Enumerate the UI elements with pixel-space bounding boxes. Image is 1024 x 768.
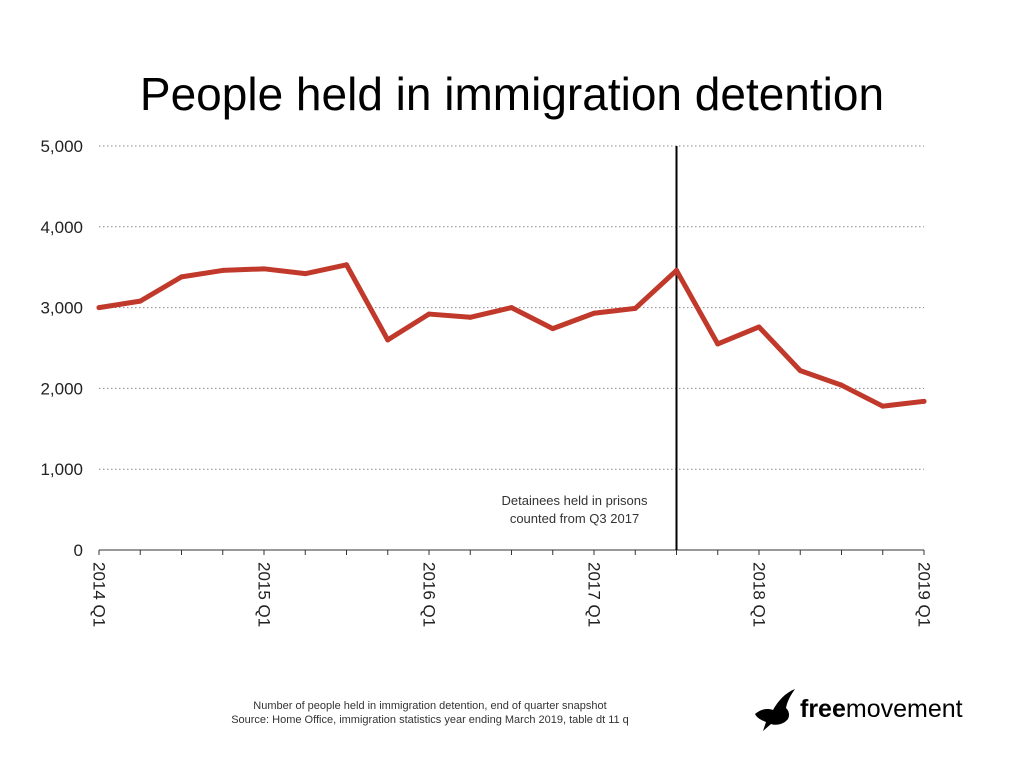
data-point <box>96 305 102 311</box>
data-point <box>674 267 679 273</box>
data-point <box>797 368 803 374</box>
data-point <box>426 311 432 317</box>
x-tick-label: 2017 Q1 <box>585 562 604 627</box>
footer-caption: Number of people held in immigration det… <box>253 700 607 712</box>
y-tick-label: 2,000 <box>40 379 83 398</box>
annotation-text: counted from Q3 2017 <box>510 511 639 526</box>
data-point <box>591 310 597 316</box>
footer-source: Source: Home Office, immigration statist… <box>231 714 629 726</box>
x-tick-label: 2014 Q1 <box>90 562 109 627</box>
y-tick-label: 4,000 <box>40 218 83 237</box>
data-point <box>220 267 226 273</box>
data-point <box>385 337 391 343</box>
data-point <box>839 382 844 388</box>
data-point <box>921 398 927 404</box>
data-point <box>137 298 143 304</box>
data-point <box>715 341 721 347</box>
x-tick-label: 2015 Q1 <box>255 562 274 627</box>
data-point <box>880 403 886 409</box>
data-point <box>302 271 308 277</box>
data-point <box>550 326 556 332</box>
y-tick-label: 5,000 <box>40 137 83 156</box>
logo-regular-text: movement <box>845 695 963 723</box>
y-tick-label: 0 <box>74 541 83 560</box>
y-tick-label: 1,000 <box>40 460 83 479</box>
data-point <box>179 274 184 280</box>
chart-footer: Number of people held in immigration det… <box>150 699 710 727</box>
logo-wordmark: freemovement <box>800 694 963 724</box>
logo-bold-text: free <box>800 695 846 723</box>
x-tick-label: 2019 Q1 <box>915 562 934 627</box>
data-point <box>756 324 762 330</box>
x-tick-label: 2018 Q1 <box>750 562 769 627</box>
freemovement-logo: freemovement <box>752 688 982 734</box>
bird-icon <box>755 689 795 731</box>
data-point <box>261 266 267 272</box>
x-tick-label: 2016 Q1 <box>420 562 439 627</box>
chart-title: People held in immigration detention <box>139 68 885 120</box>
y-tick-label: 3,000 <box>40 299 83 318</box>
data-point <box>632 305 638 311</box>
data-point <box>509 305 514 311</box>
data-point <box>344 262 349 268</box>
data-point <box>467 314 473 320</box>
series-line <box>96 262 927 409</box>
annotation-text: Detainees held in prisons <box>502 493 648 508</box>
